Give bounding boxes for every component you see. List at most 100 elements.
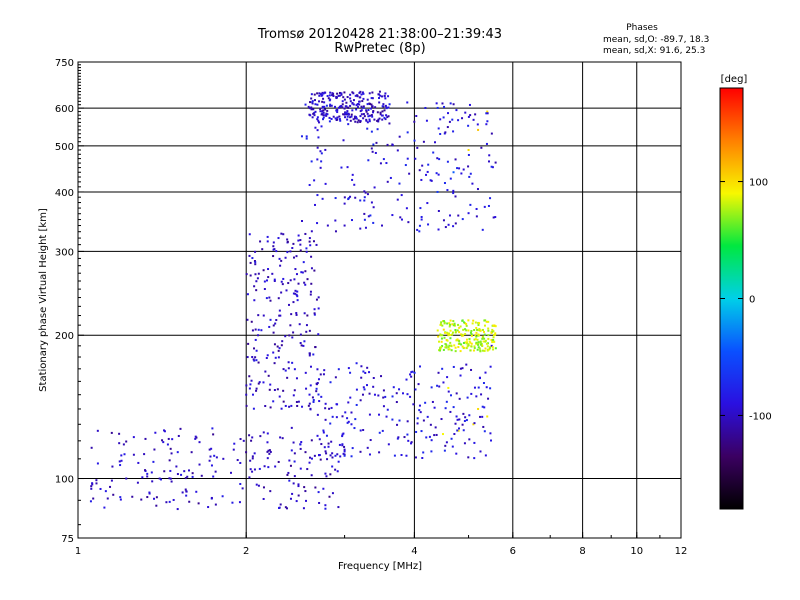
data-point <box>322 118 325 121</box>
data-point <box>281 340 284 343</box>
data-point <box>416 146 419 149</box>
data-point <box>466 396 469 399</box>
data-point <box>308 456 311 459</box>
data-point <box>480 146 483 149</box>
data-point <box>480 344 483 347</box>
data-point <box>257 328 260 331</box>
data-point <box>308 402 311 405</box>
data-point <box>418 404 421 407</box>
data-point <box>346 118 349 121</box>
data-point <box>316 413 319 416</box>
data-point <box>419 207 422 210</box>
data-point <box>221 495 224 498</box>
data-point <box>247 342 250 345</box>
data-point <box>458 340 461 343</box>
data-point <box>273 343 276 346</box>
data-point <box>316 382 319 385</box>
data-point <box>457 429 460 432</box>
data-point <box>312 108 315 111</box>
data-point <box>454 222 457 225</box>
data-point <box>416 417 419 420</box>
data-point <box>494 216 497 219</box>
data-point <box>269 318 272 321</box>
data-point <box>309 293 312 296</box>
data-point <box>90 446 93 449</box>
data-point <box>343 445 346 448</box>
data-point <box>259 435 262 438</box>
data-point <box>343 450 346 453</box>
data-point <box>479 341 482 344</box>
data-point <box>447 390 450 393</box>
data-point <box>342 113 345 116</box>
data-point <box>284 369 287 372</box>
data-point <box>377 93 380 96</box>
data-point <box>483 205 486 208</box>
data-point <box>439 133 442 136</box>
data-point <box>329 454 332 457</box>
data-point <box>329 91 332 94</box>
data-point <box>303 312 306 315</box>
data-point <box>454 158 457 161</box>
data-point <box>307 105 310 108</box>
data-point <box>296 295 299 298</box>
data-point <box>254 273 257 276</box>
data-point <box>454 195 457 198</box>
data-point <box>268 325 271 328</box>
data-point <box>442 219 445 222</box>
data-point <box>278 347 281 350</box>
data-point <box>452 171 455 174</box>
data-point <box>253 468 256 471</box>
data-point <box>343 454 346 457</box>
data-point <box>268 296 271 299</box>
data-point <box>316 116 319 119</box>
data-point <box>248 434 251 437</box>
data-point <box>257 314 260 317</box>
data-point <box>386 180 389 183</box>
data-point <box>489 197 492 200</box>
data-point <box>446 160 449 163</box>
data-point <box>373 393 376 396</box>
data-point <box>467 319 470 322</box>
data-point <box>393 454 396 457</box>
data-point <box>146 496 149 499</box>
colorbar-tick-label: 100 <box>749 178 768 189</box>
data-point <box>473 386 476 389</box>
data-point <box>454 329 457 332</box>
data-point <box>316 92 319 95</box>
data-point <box>359 399 362 402</box>
data-point <box>362 113 365 116</box>
data-point <box>479 450 482 453</box>
data-point <box>321 91 324 94</box>
data-point <box>351 91 354 94</box>
data-point <box>297 282 300 285</box>
data-point <box>360 365 363 368</box>
data-point <box>176 451 179 454</box>
data-point <box>277 349 280 352</box>
data-point <box>397 436 400 439</box>
data-point <box>363 218 366 221</box>
data-point <box>335 403 338 406</box>
data-point <box>426 415 429 418</box>
data-point <box>478 322 481 325</box>
data-point <box>288 479 291 482</box>
data-point <box>292 394 295 397</box>
data-point <box>491 166 494 169</box>
data-point <box>441 324 444 327</box>
data-point <box>469 341 472 344</box>
data-point <box>305 330 308 333</box>
data-point <box>479 343 482 346</box>
data-point <box>355 388 358 391</box>
data-point <box>368 118 371 121</box>
data-point <box>343 98 346 101</box>
data-point <box>476 328 479 331</box>
data-point <box>269 450 272 453</box>
data-point <box>331 92 334 95</box>
data-point <box>153 448 156 451</box>
data-point <box>343 448 346 451</box>
data-point <box>342 452 345 455</box>
data-point <box>351 447 354 450</box>
data-point <box>286 376 289 379</box>
data-point <box>347 106 350 109</box>
data-point <box>449 177 452 180</box>
data-point <box>436 157 439 160</box>
